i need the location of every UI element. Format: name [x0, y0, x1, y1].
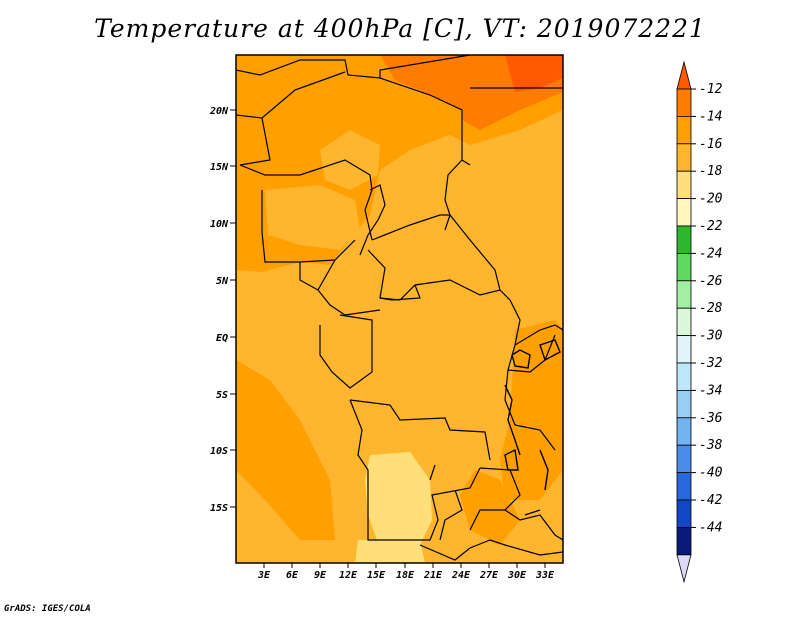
colorbar-box — [676, 335, 692, 364]
field-orange-southwest — [236, 360, 335, 540]
colorbar-label: -24 — [699, 246, 722, 261]
colorbar-label: -32 — [699, 356, 723, 371]
colorbar-box — [676, 225, 692, 254]
lat-label-5n: 5N — [216, 276, 229, 287]
map-frame — [235, 54, 564, 564]
colorbar-box — [676, 280, 692, 309]
field-orange-southeast — [460, 470, 520, 545]
colorbar-box — [676, 389, 692, 419]
lon-label-24e: 24E — [451, 570, 471, 581]
lakes — [504, 339, 561, 516]
lon-label-6e: 6E — [286, 570, 299, 581]
lon-label-33e: 33E — [535, 570, 555, 581]
lat-label-5s: 5S — [216, 390, 228, 401]
lon-label-3e: 3E — [257, 570, 271, 581]
colorbar-label: -26 — [699, 274, 723, 289]
grads-credit: GrADS: IGES/COLA — [4, 604, 91, 614]
field-paleyellow-south — [365, 452, 432, 548]
field-paleyellow-south2 — [355, 540, 425, 563]
colorbar-label: -30 — [699, 329, 723, 344]
lat-label-10n: 10N — [210, 219, 229, 230]
colorbar-label: -40 — [699, 466, 723, 481]
colorbar-label: -36 — [699, 411, 723, 426]
lat-labels: 20N 15N 10N 5N EQ 5S 10S 15S — [209, 106, 229, 514]
colorbar-box — [676, 170, 692, 199]
lat-label-20n: 20N — [209, 106, 229, 117]
colorbar-label: -22 — [699, 219, 723, 234]
country-borders — [236, 55, 563, 561]
colorbar: -12 -14 -16 -18 -20 -22 -24 -26 -28 -30 -32 -34 -36 -… — [676, 60, 723, 584]
colorbar-label: -18 — [699, 164, 723, 179]
field-redorange-north — [380, 55, 475, 110]
colorbar-top-triangle — [676, 60, 692, 90]
colorbar-box — [676, 307, 692, 337]
colorbar-label: -12 — [699, 82, 723, 97]
colorbar-box — [676, 198, 692, 227]
colorbar-label: -14 — [699, 109, 722, 124]
colorbar-box — [676, 499, 692, 528]
colorbar-label: -16 — [699, 137, 723, 152]
lon-labels: 3E 6E 9E 12E 15E 18E 21E 24E 27E 30E 33E — [257, 570, 555, 581]
field-red-corner — [505, 55, 563, 92]
colorbar-box — [676, 527, 692, 556]
lon-label-21e: 21E — [423, 570, 443, 581]
colorbar-label: -34 — [699, 383, 722, 398]
colorbar-bottom-triangle — [676, 554, 692, 584]
colorbar-box — [676, 88, 692, 117]
field-light-sahara — [320, 130, 380, 190]
field-light-nigeria — [265, 185, 360, 250]
lat-ticks — [230, 109, 236, 508]
colorbar-box — [676, 252, 692, 282]
colorbar-label: -44 — [699, 520, 722, 535]
lat-label-15n: 15N — [210, 162, 229, 173]
lon-label-9e: 9E — [314, 570, 327, 581]
colorbar-label: -28 — [699, 301, 723, 316]
lon-label-27e: 27E — [479, 570, 499, 581]
lon-label-15e: 15E — [367, 570, 386, 581]
colorbar-box — [676, 472, 692, 501]
lat-label-10s: 10S — [210, 446, 228, 457]
colorbar-box — [676, 417, 692, 446]
lat-label-15s: 15S — [210, 503, 228, 514]
colorbar-label: -38 — [699, 438, 723, 453]
colorbar-box — [676, 143, 692, 172]
map-title: Temperature at 400hPa [C], VT: 201907222… — [94, 14, 706, 43]
lon-label-18e: 18E — [396, 570, 415, 581]
colorbar-box — [676, 444, 692, 474]
lat-label-eq: EQ — [216, 333, 228, 344]
colorbar-label: -20 — [699, 192, 723, 207]
colorbar-box — [676, 362, 692, 391]
colorbar-label: -42 — [699, 493, 723, 508]
lon-label-30e: 30E — [507, 570, 527, 581]
colorbar-box — [676, 116, 692, 145]
lon-label-12e: 12E — [339, 570, 358, 581]
temperature-field — [236, 55, 563, 563]
lon-ticks — [263, 563, 546, 568]
